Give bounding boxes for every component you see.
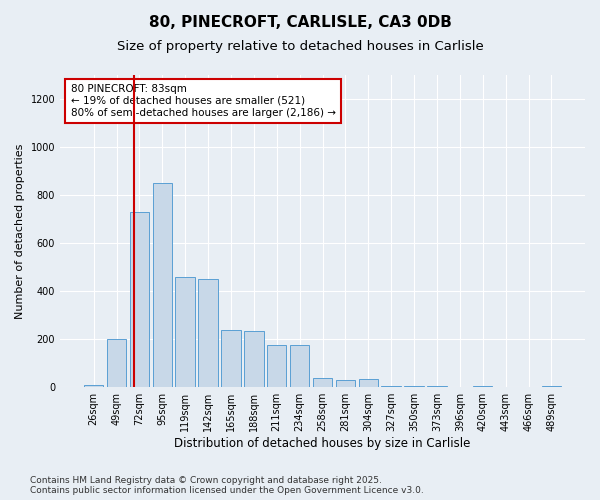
Bar xyxy=(152,183,172,387)
X-axis label: Distribution of detached houses by size in Carlisle: Distribution of detached houses by size … xyxy=(175,437,471,450)
Bar xyxy=(244,331,263,387)
Bar xyxy=(221,330,241,387)
Bar xyxy=(335,380,355,387)
Text: 80, PINECROFT, CARLISLE, CA3 0DB: 80, PINECROFT, CARLISLE, CA3 0DB xyxy=(149,15,451,30)
Bar xyxy=(175,276,195,387)
Bar xyxy=(359,379,378,387)
Text: 80 PINECROFT: 83sqm
← 19% of detached houses are smaller (521)
80% of semi-detac: 80 PINECROFT: 83sqm ← 19% of detached ho… xyxy=(71,84,335,117)
Bar xyxy=(404,386,424,387)
Bar xyxy=(130,212,149,387)
Bar xyxy=(382,386,401,387)
Bar xyxy=(313,378,332,387)
Bar xyxy=(107,339,126,387)
Bar xyxy=(427,386,446,387)
Y-axis label: Number of detached properties: Number of detached properties xyxy=(15,144,25,319)
Text: Contains HM Land Registry data © Crown copyright and database right 2025.
Contai: Contains HM Land Registry data © Crown c… xyxy=(30,476,424,495)
Text: Size of property relative to detached houses in Carlisle: Size of property relative to detached ho… xyxy=(116,40,484,53)
Bar xyxy=(290,345,310,387)
Bar xyxy=(199,279,218,387)
Bar xyxy=(267,345,286,387)
Bar xyxy=(542,386,561,387)
Bar xyxy=(473,386,493,387)
Bar xyxy=(84,385,103,387)
